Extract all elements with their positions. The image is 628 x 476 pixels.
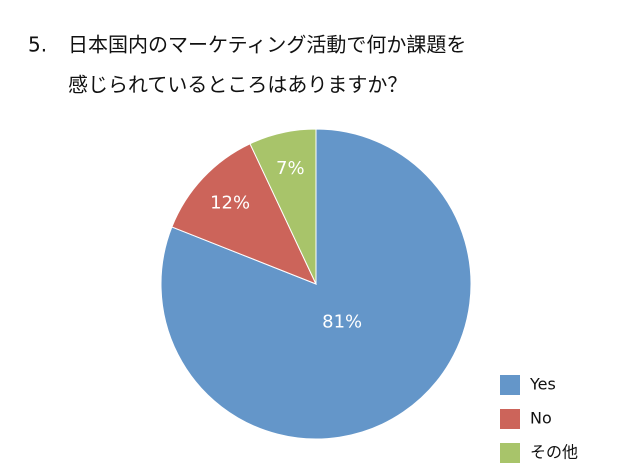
pie-slice	[171, 143, 317, 285]
slice-label: 7%	[276, 158, 305, 179]
slice-label: 81%	[322, 311, 362, 332]
legend-swatch	[500, 409, 520, 429]
legend-label: No	[530, 409, 552, 428]
pie-slice	[249, 128, 317, 285]
legend-label: Yes	[529, 375, 556, 394]
legend-label: その他	[530, 443, 578, 462]
legend-swatch	[500, 375, 520, 395]
question-number: 5.	[28, 33, 47, 57]
legend-swatch	[500, 443, 520, 463]
chart-title: 日本国内のマーケティング活動で何か課題を	[68, 33, 466, 57]
chart-title: 感じられているところはありますか？	[68, 73, 407, 97]
slice-label: 12%	[210, 192, 250, 213]
